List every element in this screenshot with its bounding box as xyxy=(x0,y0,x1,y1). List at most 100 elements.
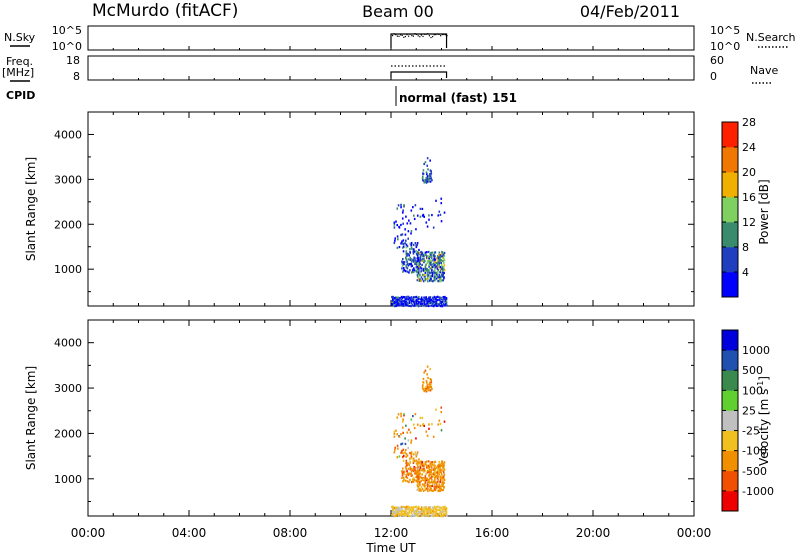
power-cell xyxy=(434,251,437,254)
velocity-cell xyxy=(417,476,420,479)
nsearch-point xyxy=(412,35,414,37)
velocity-cell xyxy=(404,451,406,454)
nsearch-point xyxy=(411,35,413,37)
nsky-tick-bottom: 10^0 xyxy=(52,40,82,53)
velocity-cell xyxy=(434,487,436,490)
power-cell xyxy=(438,273,441,276)
power-cell xyxy=(426,261,429,265)
velocity-cell xyxy=(440,468,443,471)
velocity-cell xyxy=(399,510,401,513)
velocity-cell xyxy=(426,512,429,515)
power-cell xyxy=(414,204,417,207)
velocity-cell xyxy=(425,387,428,390)
velocity-cell xyxy=(430,469,433,472)
power-cell xyxy=(423,296,425,299)
power-cell xyxy=(421,253,424,256)
velocity-cell xyxy=(423,390,426,393)
power-cell xyxy=(421,175,424,178)
colorbar-tick-label: -100 xyxy=(742,445,767,458)
power-cell xyxy=(428,174,431,177)
nsearch-point xyxy=(424,33,426,35)
colorbar-tick-label: 25 xyxy=(742,404,756,417)
power-cell xyxy=(421,298,424,301)
power-cell xyxy=(428,271,430,274)
velocity-cell xyxy=(423,424,425,428)
power-cell xyxy=(421,278,424,281)
velocity-cell xyxy=(394,448,396,452)
velocity-cell xyxy=(441,481,444,484)
power-cell xyxy=(425,171,428,174)
velocity-colorbar-label-end: ] xyxy=(757,376,771,381)
velocity-cell xyxy=(428,489,431,492)
velocity-cell xyxy=(395,514,398,518)
velocity-cell xyxy=(396,456,399,459)
power-cell xyxy=(425,255,428,258)
power-cell xyxy=(391,302,394,305)
velocity-cell xyxy=(416,463,419,466)
velocity-cell xyxy=(440,406,443,409)
velocity-cell xyxy=(439,466,441,469)
velocity-cell xyxy=(413,514,416,517)
power-cell xyxy=(423,258,425,261)
velocity-cell xyxy=(417,467,420,470)
power-cell xyxy=(440,275,442,278)
power-cell xyxy=(431,266,434,269)
velocity-cell xyxy=(424,389,427,392)
power-cell xyxy=(393,223,396,226)
velocity-cell xyxy=(439,485,441,488)
velocity-cell xyxy=(393,432,396,435)
velocity-cell xyxy=(426,509,428,513)
power-cell xyxy=(412,214,415,217)
velocity-cell xyxy=(427,464,430,467)
power-cell xyxy=(402,302,405,306)
nsearch-point xyxy=(438,33,440,36)
power-cell xyxy=(422,172,425,176)
power-cell xyxy=(429,297,431,301)
velocity-cell xyxy=(414,466,416,469)
power-cell xyxy=(391,298,394,301)
power-cell xyxy=(401,262,404,265)
power-cell xyxy=(404,228,406,231)
velocity-cell xyxy=(410,470,413,473)
velocity-cell xyxy=(398,514,400,517)
power-cell xyxy=(414,262,416,266)
velocity-cell xyxy=(408,481,410,484)
velocity-cell xyxy=(400,433,402,436)
velocity-cell xyxy=(415,453,417,456)
velocity-cell xyxy=(401,506,404,509)
velocity-cell xyxy=(405,459,408,462)
velocity-cell xyxy=(425,466,428,469)
power-cell xyxy=(410,262,413,266)
velocity-cell xyxy=(426,460,428,463)
velocity-cell xyxy=(402,514,405,518)
power-cell xyxy=(405,243,408,246)
power-cell xyxy=(443,276,445,279)
power-cell xyxy=(405,304,407,307)
velocity-cell xyxy=(429,381,431,384)
velocity-cell xyxy=(422,489,425,493)
velocity-cell xyxy=(405,455,407,458)
power-cell xyxy=(442,267,445,270)
power-cell xyxy=(432,280,434,283)
velocity-cell xyxy=(429,472,431,475)
power-cell xyxy=(420,276,423,279)
velocity-cell xyxy=(428,427,430,430)
velocity-cell xyxy=(440,510,443,514)
velocity-cell xyxy=(440,508,442,511)
power-cell xyxy=(427,255,430,258)
velocity-cell xyxy=(422,388,425,391)
velocity-cell xyxy=(416,473,419,476)
power-cell xyxy=(401,267,403,270)
velocity-cell xyxy=(415,512,418,515)
power-cell xyxy=(399,296,401,300)
velocity-cell xyxy=(443,485,445,489)
power-cell xyxy=(436,295,439,298)
velocity-cell xyxy=(420,514,423,517)
power-cell xyxy=(425,179,428,182)
velocity-cell xyxy=(397,447,399,450)
power-cell xyxy=(436,273,439,276)
nsearch-point xyxy=(436,33,438,35)
power-cell xyxy=(424,277,427,280)
velocity-cell xyxy=(434,510,436,513)
power-cell xyxy=(426,275,429,278)
